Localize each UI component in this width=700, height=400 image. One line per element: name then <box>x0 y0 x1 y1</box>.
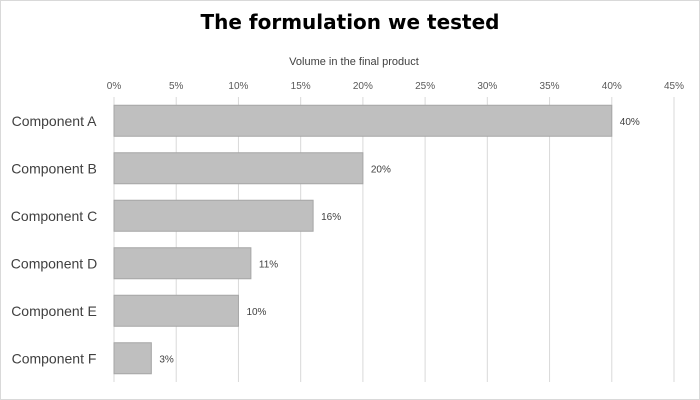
bar <box>113 104 613 137</box>
x-axis-title: Volume in the final product <box>289 56 419 68</box>
data-label: 11% <box>259 259 278 270</box>
x-axis-ticks: 0% 5% 10% 15% 20% 25% 30% 35% 40% 45% <box>107 81 684 92</box>
bars <box>113 104 613 375</box>
x-tick-label: 30% <box>477 81 497 92</box>
x-tick-label: 45% <box>664 81 684 92</box>
data-label: 40% <box>620 117 640 128</box>
bar <box>113 152 364 185</box>
bar <box>113 294 239 327</box>
x-tick-label: 25% <box>415 81 435 92</box>
category-labels: Component A Component B Component C Compone… <box>11 113 97 367</box>
category-label: Component E <box>11 303 97 319</box>
bar <box>113 342 152 375</box>
category-label: Component A <box>12 113 97 129</box>
data-label: 16% <box>321 212 341 223</box>
x-tick-label: 0% <box>107 81 122 92</box>
category-label: Component F <box>12 350 97 366</box>
category-label: Component B <box>11 160 97 176</box>
x-tick-label: 20% <box>353 81 373 92</box>
gridlines <box>113 97 675 382</box>
chart-title: The formulation we tested <box>200 10 500 34</box>
category-label: Component C <box>11 208 97 224</box>
x-tick-label: 35% <box>540 81 560 92</box>
bar <box>113 247 252 280</box>
category-label: Component D <box>11 255 97 271</box>
bar <box>113 199 314 232</box>
x-tick-label: 40% <box>602 81 622 92</box>
data-label: 3% <box>159 354 174 365</box>
data-labels: 40% 20% 16% 11% 10% 3% <box>159 117 640 366</box>
x-tick-label: 5% <box>169 81 184 92</box>
x-tick-label: 15% <box>291 81 311 92</box>
data-label: 10% <box>246 307 266 318</box>
x-tick-label: 10% <box>228 81 248 92</box>
data-label: 20% <box>371 164 391 175</box>
